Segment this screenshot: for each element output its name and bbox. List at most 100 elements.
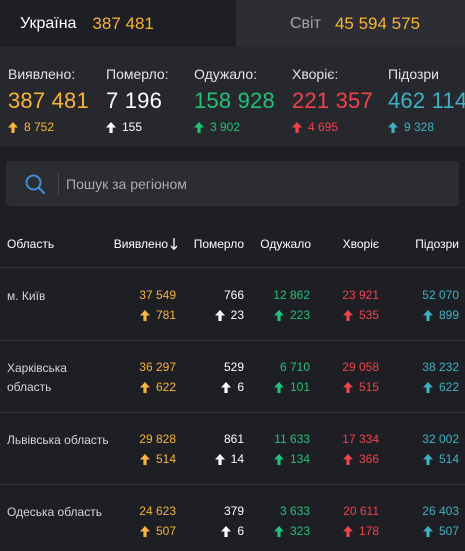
arrow-up-icon (194, 121, 204, 133)
header-recovered[interactable]: Одужало (260, 237, 311, 251)
cell-died: 529 6 (221, 360, 244, 394)
detected-delta: 622 (139, 380, 176, 394)
arrow-up-icon (273, 453, 284, 465)
detected-delta-value: 781 (155, 308, 176, 322)
cell-detected: 29 828 514 (139, 432, 176, 466)
cell-suspected: 52 070 899 (422, 288, 459, 322)
stat-suspected-delta-value: 9 328 (404, 120, 435, 134)
stat-recovered-value: 158 928 (194, 88, 275, 113)
suspected-delta: 622 (422, 380, 459, 394)
stat-sick-delta: 4 695 (292, 120, 373, 134)
stat-suspected-value: 462 114 (388, 88, 465, 113)
tab-ukraine-label: Україна (20, 14, 77, 32)
suspected-delta: 899 (422, 308, 459, 322)
detected-delta-value: 507 (155, 524, 176, 538)
detected-delta: 507 (139, 524, 176, 538)
cell-sick: 23 921 535 (342, 288, 379, 322)
arrow-up-icon (139, 381, 150, 393)
stat-recovered-delta-value: 3 902 (210, 120, 241, 134)
table-row[interactable]: Харківська область 36 297 622 529 6 6 710 101 2… (0, 341, 465, 413)
suspected-delta-value: 514 (438, 452, 459, 466)
stat-detected: Виявлено: 387 481 8 752 (8, 66, 89, 134)
cell-died: 861 14 (214, 432, 244, 466)
stat-suspected: Підозри 462 114 9 328 (388, 66, 465, 134)
header-region[interactable]: Область (7, 237, 55, 251)
tab-world-count: 45 594 575 (334, 13, 421, 33)
table-row[interactable]: Львівська область 29 828 514 861 14 11 633 134… (0, 413, 465, 485)
suspected-value: 26 403 (422, 504, 459, 518)
stat-suspected-label: Підозри (388, 66, 439, 82)
header-detected-label: Виявлено (113, 237, 168, 251)
recovered-value: 12 862 (273, 288, 310, 302)
suspected-value: 52 070 (422, 288, 459, 302)
stat-died-label: Померло: (106, 66, 169, 82)
table-row[interactable]: м. Київ 37 549 781 766 23 12 862 223 23 921 535 5… (0, 269, 465, 341)
header-suspected[interactable]: Підозри (415, 237, 459, 251)
suspected-value: 38 232 (422, 360, 459, 374)
detected-value: 37 549 (139, 288, 176, 302)
region-search (6, 161, 459, 206)
sick-value: 20 611 (343, 504, 379, 518)
died-delta-value: 14 (230, 452, 244, 466)
stat-sick: Хворіє: 221 357 4 695 (292, 66, 373, 134)
region-name: Львівська область (7, 433, 109, 447)
arrow-up-icon (342, 525, 353, 537)
stat-detected-value: 387 481 (8, 88, 89, 113)
header-sick[interactable]: Хворіє (342, 237, 379, 251)
search-icon[interactable] (24, 173, 46, 195)
arrow-down-icon (170, 238, 178, 250)
died-value: 766 (223, 288, 244, 302)
region-name: м. Київ (7, 289, 46, 303)
cell-sick: 17 334 366 (342, 432, 379, 466)
arrow-up-icon (292, 121, 302, 133)
tab-ukraine[interactable]: Україна 387 481 (0, 0, 236, 47)
recovered-value: 6 710 (279, 360, 310, 374)
stat-sick-delta-value: 4 695 (308, 120, 339, 134)
stat-recovered-label: Одужало: (194, 66, 258, 82)
arrow-up-icon (273, 525, 284, 537)
search-input[interactable] (66, 161, 446, 206)
header-died[interactable]: Померло (193, 237, 244, 251)
recovered-delta: 223 (273, 308, 310, 322)
cell-sick: 20 611 178 (342, 504, 379, 538)
stat-suspected-delta: 9 328 (388, 120, 465, 134)
stat-died: Померло: 7 196 155 (106, 66, 169, 134)
arrow-up-icon (214, 309, 225, 321)
cell-suspected: 38 232 622 (422, 360, 459, 394)
died-delta: 23 (214, 308, 244, 322)
table-row[interactable]: Одеська область 24 623 507 379 6 3 633 323 20 6… (0, 485, 465, 551)
died-delta: 6 (221, 380, 244, 394)
cell-died: 379 6 (221, 504, 244, 538)
recovered-delta: 101 (273, 380, 310, 394)
stat-detected-delta-value: 8 752 (24, 120, 55, 134)
cell-suspected: 32 002 514 (422, 432, 459, 466)
tab-world[interactable]: Світ 45 594 575 (236, 0, 465, 47)
stat-sick-label: Хворіє: (292, 66, 339, 82)
detected-value: 29 828 (139, 432, 176, 446)
arrow-up-icon (106, 121, 116, 133)
suspected-delta: 514 (422, 452, 459, 466)
died-delta-value: 23 (230, 308, 244, 322)
detected-delta: 781 (139, 308, 176, 322)
stat-recovered: Одужало: 158 928 3 902 (194, 66, 275, 134)
stat-detected-label: Виявлено: (8, 66, 76, 82)
cell-died: 766 23 (214, 288, 244, 322)
tab-world-label: Світ (290, 14, 321, 32)
cell-detected: 37 549 781 (139, 288, 176, 322)
tab-ukraine-count: 387 481 (92, 13, 154, 33)
arrow-up-icon (273, 309, 284, 321)
arrow-up-icon (422, 525, 433, 537)
stat-died-value: 7 196 (106, 88, 163, 113)
stat-recovered-delta: 3 902 (194, 120, 275, 134)
sick-delta: 535 (342, 308, 379, 322)
cell-recovered: 11 633 134 (273, 432, 310, 466)
sick-delta: 366 (342, 452, 379, 466)
header-detected[interactable]: Виявлено (114, 237, 178, 251)
died-value: 379 (223, 504, 244, 518)
suspected-delta-value: 899 (438, 308, 459, 322)
stat-detected-delta: 8 752 (8, 120, 89, 134)
cell-sick: 29 058 515 (342, 360, 379, 394)
detected-value: 24 623 (139, 504, 176, 518)
sick-delta: 515 (342, 380, 379, 394)
recovered-delta-value: 134 (289, 452, 310, 466)
